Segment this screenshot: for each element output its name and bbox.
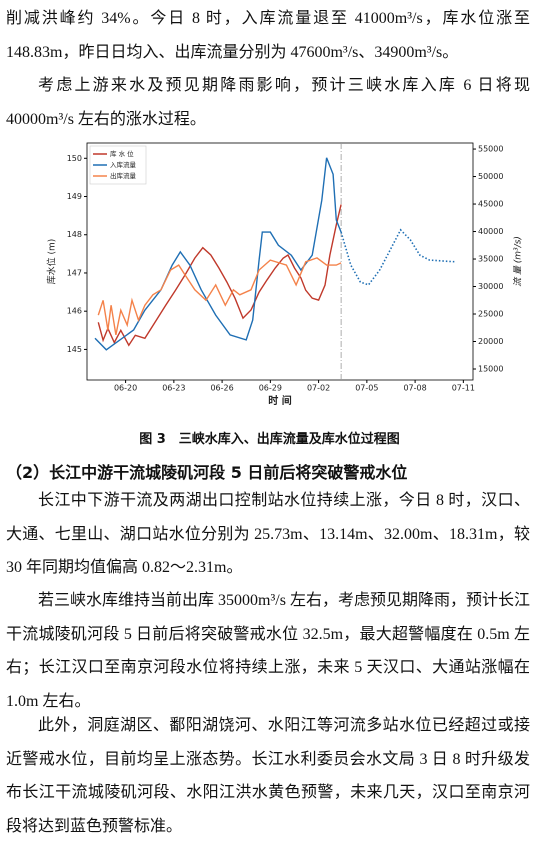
y-tick-label: 148 [67, 230, 82, 239]
y2-tick-label: 50000 [478, 172, 503, 181]
section-heading: （2）长江中游干流城陵矶河段 5 日前后将突破警戒水位 [6, 463, 408, 482]
legend-label: 库 水 位 [110, 149, 134, 158]
figure-caption: 图 3 三峡水库入、出库流量及库水位过程图 [139, 432, 400, 447]
y2-tick-label: 35000 [478, 255, 503, 264]
x-tick-label: 06-26 [210, 384, 233, 393]
series-line [97, 257, 342, 336]
y-tick-label: 146 [67, 307, 82, 316]
series-line [340, 228, 456, 286]
x-tick-label: 07-05 [355, 384, 378, 393]
x-tick-label: 06-23 [162, 384, 185, 393]
x-tick-label: 07-11 [452, 384, 475, 393]
legend-label: 入库流量 [110, 160, 137, 169]
y-tick-label: 149 [67, 192, 82, 201]
plot-frame [86, 142, 474, 381]
x-axis-label: 时 间 [268, 394, 291, 407]
paragraph: 此外，洞庭湖区、鄱阳湖饶河、水阳江等河流多站水位已经超过或接近警戒水位，目前均呈… [6, 717, 530, 835]
legend-label: 出库流量 [110, 171, 137, 180]
paragraph: 长江中下游干流及两湖出口控制站水位持续上涨，今日 8 时，汉口、大通、七里山、湖… [6, 492, 530, 576]
paragraph: 削减洪峰约 34%。今日 8 时，入库流量退至 41000m³/s，库水位涨至 … [6, 10, 530, 61]
y2-tick-label: 55000 [478, 145, 503, 154]
chart: 06-20 06-23 06-26 06-29 07-02 07-05 07-08 07-11… [46, 142, 524, 407]
paragraph: 若三峡水库维持当前出库 35000m³/s 左右，考虑预见期降雨，预计长江干流城… [6, 592, 530, 710]
y2-tick-label: 30000 [478, 282, 503, 291]
y2-tick-label: 25000 [478, 310, 503, 319]
y-tick-label: 145 [67, 345, 82, 354]
x-tick-label: 07-02 [307, 384, 330, 393]
y2-tick-label: 45000 [478, 200, 503, 209]
y-tick-label: 147 [67, 268, 82, 277]
series-line [97, 204, 342, 347]
x-tick-label: 06-20 [114, 384, 137, 393]
y2-tick-label: 15000 [478, 365, 503, 374]
y2-tick-label: 40000 [478, 227, 503, 236]
y2-tick-label: 20000 [478, 337, 503, 346]
x-tick-label: 06-29 [259, 384, 282, 393]
paragraph: 考虑上游来水及预见期降雨影响，预计三峡水库入库 6 日将现 40000m³/s … [6, 77, 530, 128]
series-line [94, 157, 342, 351]
x-tick-label: 07-08 [403, 384, 426, 393]
y2-axis-label: 流 量 (m³/s) [513, 236, 524, 287]
y-tick-label: 150 [67, 154, 82, 163]
y-axis-label: 库水位 (m) [46, 239, 58, 285]
